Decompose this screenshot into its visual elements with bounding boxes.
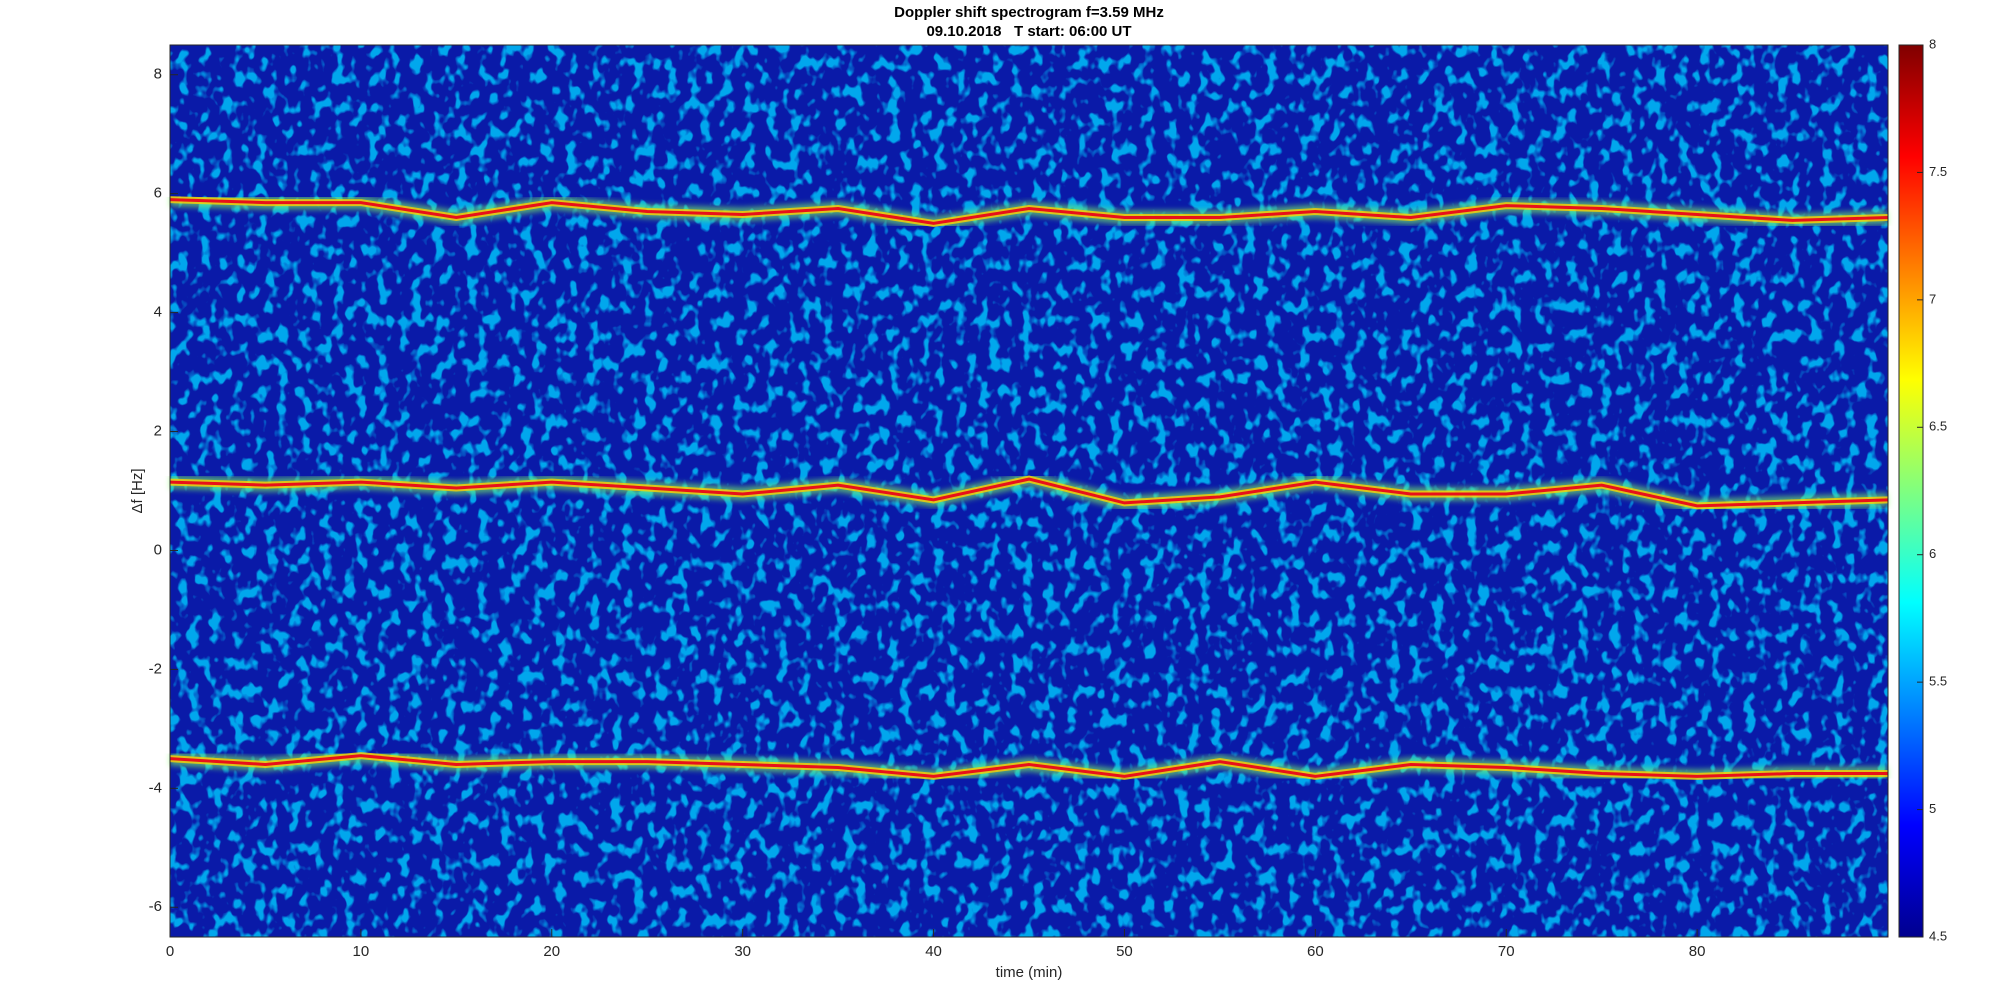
x-tick-label: 10 <box>353 943 370 960</box>
x-tick-label: 70 <box>1498 943 1515 960</box>
colorbar-tick-label: 7.5 <box>1929 164 1947 179</box>
x-axis-label: time (min) <box>996 964 1063 981</box>
y-tick-label: -2 <box>149 660 162 677</box>
colorbar-tick-label: 6 <box>1929 546 1936 561</box>
x-tick-label: 20 <box>543 943 560 960</box>
y-tick-label: 4 <box>154 304 162 321</box>
x-tick-label: 80 <box>1689 943 1706 960</box>
colorbar-tick-label: 5 <box>1929 801 1936 816</box>
colorbar-tick-label: 8 <box>1929 36 1936 51</box>
trace-line <box>169 477 1889 508</box>
y-tick-label: 0 <box>154 541 162 558</box>
chart-title: Doppler shift spectrogram f=3.59 MHz <box>894 4 1164 21</box>
y-tick-label: -6 <box>149 898 162 915</box>
colorbar-tick-label: 7 <box>1929 291 1936 306</box>
y-tick-label: -4 <box>149 779 162 796</box>
y-tick-label: 2 <box>154 423 162 440</box>
x-tick-label: 50 <box>1116 943 1133 960</box>
x-tick-label: 30 <box>734 943 751 960</box>
colorbar-tick-label: 4.5 <box>1929 928 1947 943</box>
trace-line <box>169 754 1888 778</box>
trace-line <box>169 198 1889 225</box>
y-tick-label: 8 <box>154 66 162 83</box>
x-tick-label: 60 <box>1307 943 1324 960</box>
y-tick-label: 6 <box>154 185 162 202</box>
y-axis-label: Δf [Hz] <box>129 468 146 513</box>
x-tick-label: 40 <box>925 943 942 960</box>
chart-subtitle: 09.10.2018 T start: 06:00 UT <box>926 23 1131 40</box>
colorbar-tick-label: 5.5 <box>1929 674 1947 689</box>
colorbar <box>1898 44 1924 938</box>
plot-frame <box>169 44 1889 938</box>
x-tick-label: 0 <box>166 943 174 960</box>
colorbar-tick-label: 6.5 <box>1929 419 1947 434</box>
